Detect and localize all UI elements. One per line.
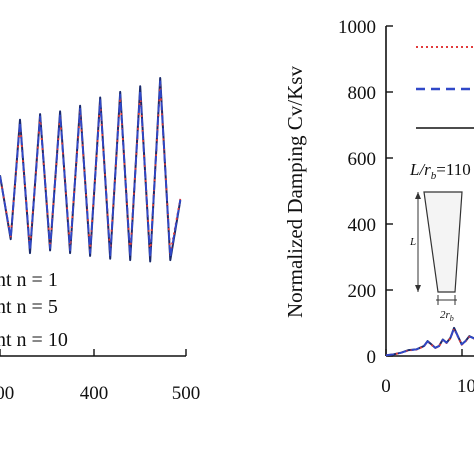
left-series-line-2 [0, 84, 182, 257]
left-series-group [0, 77, 182, 263]
pile-shape [423, 191, 463, 293]
left-legend-entry-3: nt n = 10 [0, 329, 68, 351]
left-series-line-3 [0, 80, 182, 260]
left-legend-entry-1: nt n = 1 [0, 269, 58, 291]
right-y-axis-label: Normalized Damping Cv/Ksv [283, 66, 307, 318]
left-x-tick-label-300: 300 [0, 383, 14, 404]
left-series-line-1 [0, 77, 182, 263]
pile-length-label: L [409, 236, 416, 248]
right-y-tick-label-800: 800 [348, 83, 377, 104]
inset-ratio-label: L/rb=110 [409, 160, 471, 182]
pile-inset: L/rb=110 L 2rb [409, 160, 471, 323]
right-series-line-3 [385, 327, 474, 357]
pile-length-arrowhead-bottom [415, 285, 421, 292]
right-y-tick-label-400: 400 [348, 215, 377, 236]
right-y-tick-label-200: 200 [348, 281, 377, 302]
left-legend-entry-2: nt n = 5 [0, 296, 58, 318]
left-x-tick-label-500: 500 [172, 383, 201, 404]
right-y-tick-label-1000: 1000 [338, 17, 376, 38]
right-y-ticks: 0 200 400 600 800 1000 [338, 17, 393, 368]
right-y-tick-label-600: 600 [348, 149, 377, 170]
pile-radius-label: 2rb [440, 309, 454, 323]
left-chart: 300 400 500 nt n = 1 nt n = 5 nt n = 10 [0, 77, 201, 404]
right-x-tick-label-0: 0 [381, 376, 391, 397]
right-chart: 0 200 400 600 800 1000 0 10 Normalized Dampin… [283, 17, 474, 397]
pile-length-arrowhead-top [415, 192, 421, 199]
right-y-tick-label-0: 0 [367, 347, 377, 368]
left-x-tick-label-400: 400 [80, 383, 109, 404]
right-x-tick-label-10: 10 [457, 376, 474, 397]
right-series-group [385, 326, 474, 357]
